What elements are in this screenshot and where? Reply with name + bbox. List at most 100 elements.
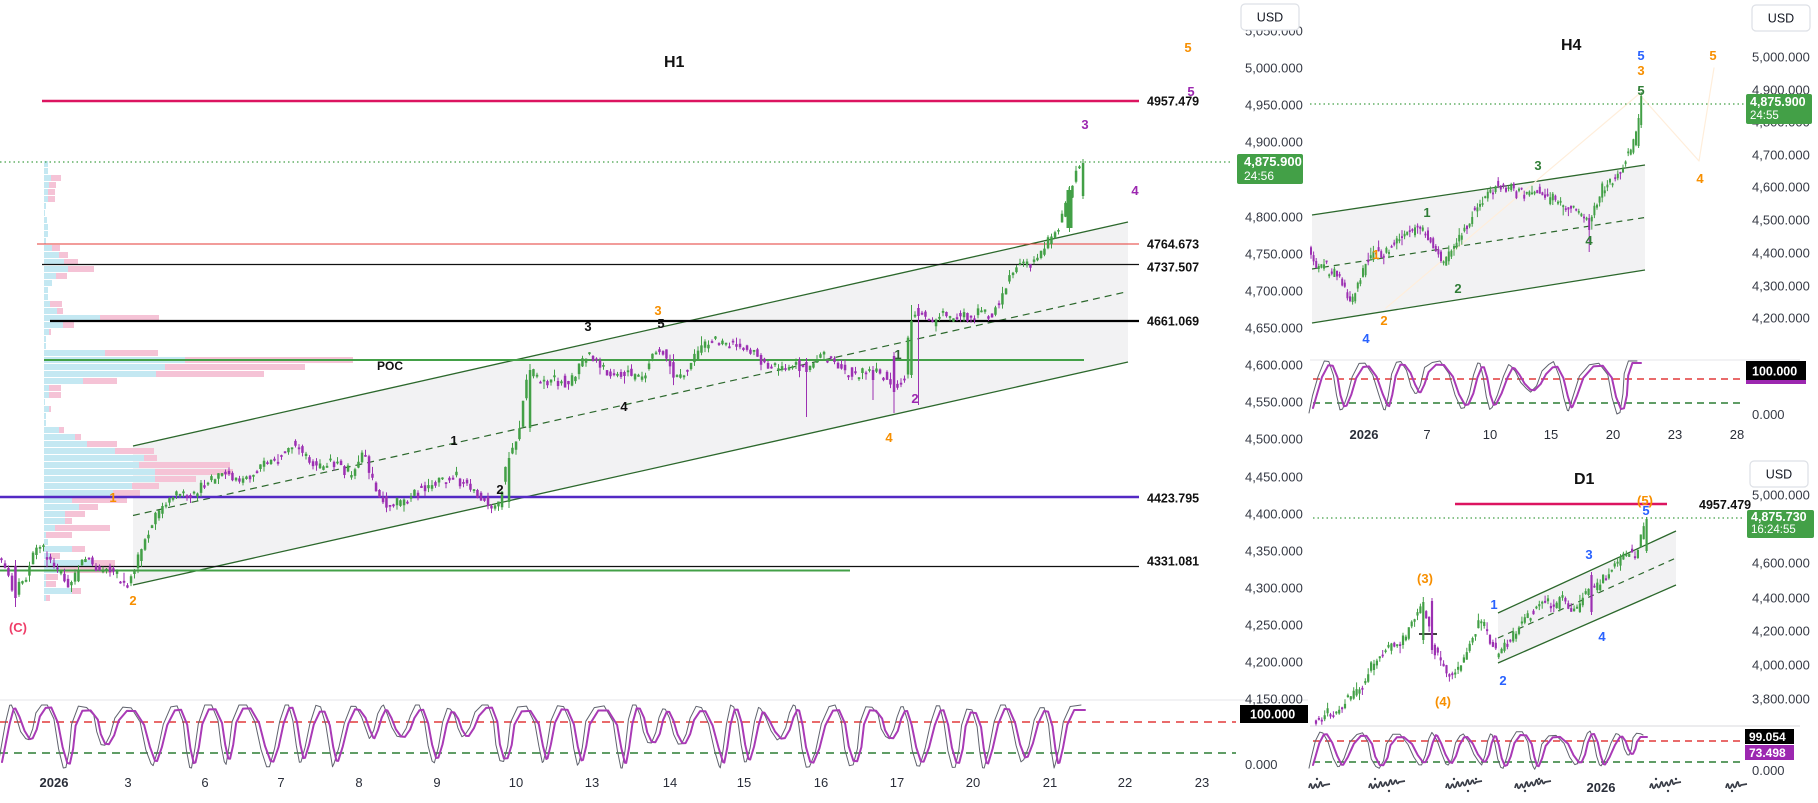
svg-text:2: 2 [129,593,136,608]
svg-text:4,875.730: 4,875.730 [1751,510,1807,524]
svg-text:20: 20 [1606,427,1620,442]
svg-text:21: 21 [1043,775,1057,790]
svg-text:5,000.000: 5,000.000 [1752,50,1810,65]
svg-text:10: 10 [509,775,523,790]
svg-text:7: 7 [277,775,284,790]
svg-text:3: 3 [1534,158,1541,173]
svg-text:3,800.000: 3,800.000 [1752,692,1810,707]
svg-text:0.000: 0.000 [1752,407,1785,422]
svg-text:2026: 2026 [1350,427,1379,442]
svg-text:6: 6 [201,775,208,790]
svg-text:22: 22 [1118,775,1132,790]
svg-text:2: 2 [1499,673,1506,688]
svg-text:4,300.000: 4,300.000 [1752,279,1810,294]
svg-text:4737.507: 4737.507 [1147,261,1199,275]
svg-text:5: 5 [1637,83,1644,98]
svg-text:4,700.000: 4,700.000 [1245,284,1303,299]
svg-text:4,200.000: 4,200.000 [1752,624,1810,639]
svg-text:(C): (C) [9,620,27,635]
svg-text:H1: H1 [664,54,685,71]
svg-text:4,875.900: 4,875.900 [1244,154,1302,169]
svg-text:1: 1 [1372,247,1379,262]
svg-text:5: 5 [1642,503,1649,518]
svg-text:4,900.000: 4,900.000 [1245,135,1303,150]
svg-text:5: 5 [1709,48,1716,63]
svg-text:15: 15 [1544,427,1558,442]
svg-text:4,300.000: 4,300.000 [1245,581,1303,596]
svg-text:4423.795: 4423.795 [1147,492,1199,506]
svg-text:4: 4 [885,430,893,445]
svg-text:8: 8 [355,775,362,790]
svg-text:4,650.000: 4,650.000 [1245,321,1303,336]
svg-text:1: 1 [894,347,901,362]
svg-text:23: 23 [1668,427,1682,442]
svg-text:4,150.000: 4,150.000 [1245,692,1303,707]
svg-text:4,250.000: 4,250.000 [1245,618,1303,633]
svg-text:0.000: 0.000 [1752,763,1785,778]
svg-text:16: 16 [814,775,828,790]
svg-text:7: 7 [1423,427,1430,442]
svg-text:0.000: 0.000 [1245,757,1278,772]
svg-text:20: 20 [966,775,980,790]
svg-text:4661.069: 4661.069 [1147,315,1199,329]
svg-text:4,600.000: 4,600.000 [1752,556,1810,571]
svg-text:9: 9 [433,775,440,790]
svg-text:5: 5 [1187,84,1194,99]
svg-text:4,350.000: 4,350.000 [1245,544,1303,559]
svg-text:2: 2 [1454,281,1461,296]
svg-text:4: 4 [620,399,628,414]
svg-text:28: 28 [1730,427,1744,442]
svg-text:H4: H4 [1561,37,1582,54]
svg-text:3: 3 [654,303,661,318]
svg-text:5: 5 [1637,48,1644,63]
svg-text:4957.479: 4957.479 [1147,95,1199,109]
svg-text:10: 10 [1483,427,1497,442]
svg-text:3: 3 [584,319,591,334]
svg-text:2: 2 [1380,313,1387,328]
svg-text:4: 4 [1362,331,1370,346]
svg-text:4,450.000: 4,450.000 [1245,470,1303,485]
svg-text:(4): (4) [1435,694,1451,709]
svg-text:73.498: 73.498 [1749,746,1786,760]
svg-text:USD: USD [1768,12,1794,26]
svg-text:1: 1 [109,490,116,505]
svg-text:4,600.000: 4,600.000 [1245,358,1303,373]
svg-text:1: 1 [1423,205,1430,220]
svg-text:13: 13 [585,775,599,790]
svg-text:4: 4 [1598,629,1606,644]
svg-text:1: 1 [1490,597,1497,612]
svg-text:100.000: 100.000 [1250,708,1295,722]
svg-text:5: 5 [1184,40,1191,55]
svg-text:4,500.000: 4,500.000 [1752,213,1810,228]
svg-text:3: 3 [1637,63,1644,78]
svg-text:4,400.000: 4,400.000 [1752,246,1810,261]
svg-text:4,800.000: 4,800.000 [1245,210,1303,225]
svg-text:2: 2 [911,391,918,406]
svg-text:4: 4 [1585,233,1593,248]
svg-text:POC: POC [377,359,403,373]
svg-text:(3): (3) [1417,571,1433,586]
svg-text:4,550.000: 4,550.000 [1245,395,1303,410]
svg-text:16:24:55: 16:24:55 [1751,524,1796,536]
svg-text:4331.081: 4331.081 [1147,555,1199,569]
svg-text:4764.673: 4764.673 [1147,238,1199,252]
svg-text:23: 23 [1195,775,1209,790]
svg-text:3: 3 [124,775,131,790]
svg-text:4,500.000: 4,500.000 [1245,432,1303,447]
svg-text:USD: USD [1766,468,1792,482]
svg-text:4: 4 [1696,171,1704,186]
svg-text:4,600.000: 4,600.000 [1752,180,1810,195]
svg-text:24:55: 24:55 [1750,110,1779,122]
svg-text:1: 1 [450,433,457,448]
svg-text:15: 15 [737,775,751,790]
svg-text:USD: USD [1257,11,1283,25]
svg-text:(5): (5) [1637,493,1653,508]
svg-text:4,750.000: 4,750.000 [1245,247,1303,262]
svg-text:4,950.000: 4,950.000 [1245,98,1303,113]
svg-text:5: 5 [657,316,664,331]
svg-text:3: 3 [1585,547,1592,562]
svg-text:4,875.900: 4,875.900 [1750,95,1806,109]
svg-text:100.000: 100.000 [1752,365,1797,379]
svg-text:2: 2 [496,482,503,497]
svg-text:4,000.000: 4,000.000 [1752,658,1810,673]
